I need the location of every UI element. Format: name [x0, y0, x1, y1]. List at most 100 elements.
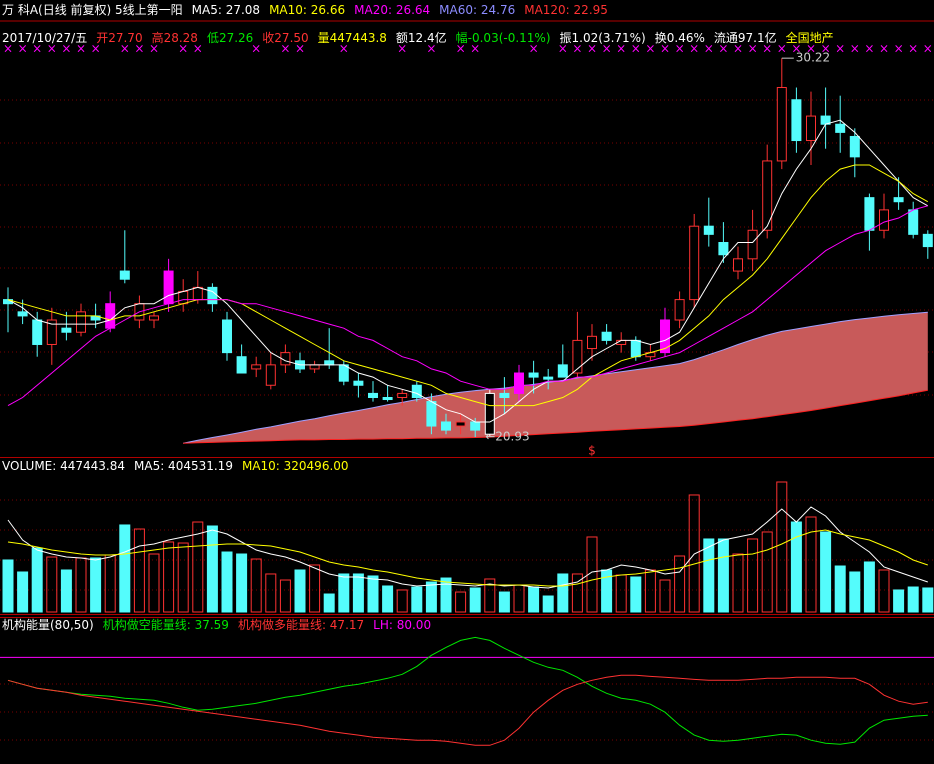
top-marker: ×: [280, 42, 290, 56]
min-label: ←20.93: [485, 430, 529, 444]
volume-bar: [703, 538, 715, 613]
volume-bar: [820, 531, 832, 613]
volume-bar: [849, 571, 861, 613]
candle-body: [455, 421, 466, 427]
candle-body: [32, 319, 43, 345]
candle-body: [528, 372, 539, 378]
volume-bar: [907, 586, 919, 613]
candle-body: [309, 364, 320, 370]
candle-body: [222, 319, 232, 354]
top-marker: ×: [91, 42, 101, 56]
volume-bar: [309, 564, 321, 613]
top-marker: ×: [120, 42, 130, 56]
header-item: 振1.02(3.71%): [559, 31, 646, 45]
candle-body: [776, 87, 787, 162]
ma-band: [183, 312, 928, 444]
candle-body: [105, 303, 116, 329]
top-marker: ×: [733, 42, 743, 56]
top-marker: ×: [47, 42, 57, 56]
volume-bar: [221, 551, 233, 613]
top-marker: ×: [675, 42, 685, 56]
header-item: LH: 80.00: [373, 618, 432, 632]
header-item: VOLUME: 447443.84: [2, 459, 125, 473]
candle-body: [572, 339, 583, 374]
candle-body: [484, 392, 495, 435]
candle-body: [514, 372, 524, 394]
top-marker: ×: [718, 42, 728, 56]
volume-bar: [498, 591, 510, 613]
candle-body: [426, 401, 437, 427]
candle-body: [382, 396, 393, 401]
candle-body: [893, 197, 904, 203]
volume-bar: [192, 521, 204, 613]
header-item: 万 科A(日线 前复权) 5线上第一阳: [2, 3, 183, 17]
header-item: MA5: 404531.19: [134, 459, 233, 473]
candle-body: [689, 225, 700, 301]
volume-bar: [133, 528, 145, 613]
candle-body: [397, 392, 408, 398]
volume-bar: [396, 589, 408, 613]
header-row: 万 科A(日线 前复权) 5线上第一阳 MA5: 27.08 MA10: 26.66…: [2, 2, 608, 18]
volume-bar: [630, 576, 642, 613]
candle-body: [864, 197, 875, 231]
top-marker: ×: [835, 42, 845, 56]
candle-body: [557, 364, 568, 378]
candle-body: [543, 376, 554, 380]
top-marker: ×: [704, 42, 714, 56]
volume-bar: [250, 558, 262, 613]
volume-bar: [382, 585, 394, 613]
volume-bar: [294, 569, 306, 613]
volume-bar: [265, 573, 277, 613]
top-marker: ×: [762, 42, 772, 56]
candle-body: [338, 364, 349, 382]
candle-body: [61, 327, 72, 333]
candle-body: [499, 392, 510, 398]
volume-bar: [31, 547, 43, 613]
header-item: 机构做多能量线: 47.17: [237, 618, 365, 632]
top-marker: ×: [894, 42, 904, 56]
header-row: 机构能量(80,50) 机构做空能量线: 37.59 机构做多能量线: 47.17 L…: [2, 617, 431, 633]
top-marker: ×: [529, 42, 539, 56]
volume-bar: [557, 573, 569, 613]
top-marker: ×: [397, 42, 407, 56]
top-marker: ×: [645, 42, 655, 56]
top-marker: ×: [339, 42, 349, 56]
top-marker: ×: [426, 42, 436, 56]
top-marker: ×: [908, 42, 918, 56]
volume-bar: [411, 586, 423, 613]
candle-body: [601, 331, 612, 341]
header-item: 2017/10/27/五: [2, 31, 88, 45]
top-marker: ×: [76, 42, 86, 56]
top-marker: ×: [777, 42, 787, 56]
volume-bar: [352, 573, 364, 613]
header-item: MA5: 27.08: [191, 3, 261, 17]
candle-body: [119, 270, 130, 280]
header-item: 机构做空能量线: 37.59: [102, 618, 229, 632]
candle-body: [791, 99, 802, 142]
volume-bar: [863, 561, 875, 613]
top-marker: ×: [149, 42, 159, 56]
candle-body: [762, 160, 773, 231]
volume-bar: [644, 569, 656, 613]
top-marker: ×: [616, 42, 626, 56]
volume-bar: [674, 555, 686, 613]
volume-bar: [90, 557, 102, 613]
volume-bar: [776, 481, 788, 613]
frame: [0, 20, 934, 741]
top-marker: ×: [631, 42, 641, 56]
top-marker: ×: [864, 42, 874, 56]
top-marker: ×: [134, 42, 144, 56]
candle-body: [411, 384, 422, 398]
header-item: 低27.26: [206, 31, 254, 45]
top-marker: ×: [61, 42, 71, 56]
header-item: 额12.4亿: [395, 31, 447, 45]
header-item: 幅-0.03(-0.11%): [455, 31, 551, 45]
header-row: 2017/10/27/五 开27.70 高28.28 低27.26 收27.50 量447…: [2, 30, 834, 46]
top-marker: ×: [193, 42, 203, 56]
volume-bar: [206, 525, 218, 613]
volume-bar: [805, 516, 817, 613]
ma-line: [7, 119, 929, 423]
volume-bar: [60, 569, 72, 613]
